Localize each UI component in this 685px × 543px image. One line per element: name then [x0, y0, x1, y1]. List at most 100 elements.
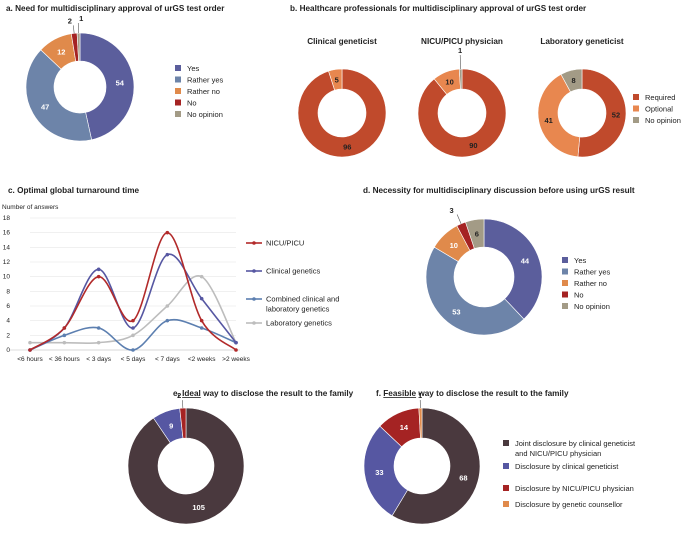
chart-title-emphasis: Ideal: [182, 389, 201, 398]
panel-c-y-tick-6: 12: [3, 259, 11, 266]
panel-c-point-s2-2: [97, 326, 101, 330]
panel-f-data-label-1: 33: [375, 468, 383, 477]
panel-d-legend-swatch-1: [562, 269, 568, 275]
panel-c-legend-label-0-0: NICU/PICU: [266, 239, 304, 248]
panel-c-x-tick-1: < 36 hours: [49, 356, 81, 363]
panel-b-legend-label-2: No opinion: [645, 116, 681, 125]
panel-c-point-s0-4: [166, 231, 170, 235]
panel-e-donut: 105 9 2: [128, 391, 244, 524]
panel-c-point-s3-3: [131, 334, 135, 338]
panel-f-data-label-2: 14: [400, 423, 409, 432]
chart-title-c: c. Optimal global turnaround time: [8, 186, 139, 195]
panel-a-data-label-0: 54: [116, 79, 125, 88]
panel-b-0-data-label-1: 5: [335, 75, 339, 84]
panel-c-legend-marker-3: [252, 321, 256, 325]
panel-c-point-s3-1: [63, 341, 67, 345]
panel-c-point-s0-0: [28, 348, 32, 352]
panel-a-legend-swatch-2: [175, 88, 181, 94]
panel-b-1-data-label-2: 1: [458, 46, 462, 55]
panel-d-data-label-1: 53: [452, 307, 460, 316]
panel-c-point-s1-6: [234, 341, 238, 345]
panel-a-leader-line-3: [73, 25, 74, 33]
panel-b-legend-label-1: Optional: [645, 105, 673, 114]
chart-title-text: way to disclose the result to the family: [417, 389, 569, 398]
panel-c-x-tick-2: < 3 days: [86, 356, 112, 363]
panel-c-y-tick-4: 8: [6, 288, 10, 295]
panel-e-data-label-0: 105: [192, 503, 205, 512]
panel-c-x-tick-5: <2 weeks: [188, 356, 216, 363]
panel-b-legend-swatch-0: [633, 94, 639, 100]
panel-e-data-label-2: 2: [177, 391, 181, 400]
panel-c-y-tick-9: 18: [3, 215, 11, 222]
panel-c-legend-label-1-0: Clinical genetics: [266, 267, 320, 276]
panel-a-data-label-3: 2: [68, 16, 72, 25]
chart-title-text: Optimal global turnaround time: [17, 186, 139, 195]
panel-a-legend-label-2: Rather no: [187, 87, 220, 96]
panel-b-1-donut: 90 10 1: [418, 46, 506, 157]
panel-c-y-tick-5: 10: [3, 274, 11, 281]
panel-a-legend-label-4: No opinion: [187, 110, 223, 119]
panel-f-donut: 68 33 14 1: [364, 391, 480, 524]
panel-c-legend-label-3-0: Laboratory genetics: [266, 319, 332, 328]
panel-d-data-label-3: 3: [449, 206, 453, 215]
panel-f-legend-label-1-0: Disclosure by clinical geneticist: [515, 462, 619, 471]
panel-f-legend-swatch-3: [503, 501, 509, 507]
panel-f-legend-swatch-2: [503, 485, 509, 491]
panel-d-legend-label-0: Yes: [574, 256, 586, 265]
chart-title-f: f. Feasible way to disclose the result t…: [376, 389, 569, 398]
panel-c-x-tick-0: <6 hours: [17, 356, 43, 363]
panel-b-0-data-label-0: 96: [343, 143, 351, 152]
panel-a-data-label-4: 1: [79, 14, 83, 23]
panel-c-x-tick-3: < 5 days: [121, 356, 147, 363]
panel-c-point-s2-5: [200, 326, 204, 330]
panel-a-legend-label-3: No: [187, 99, 197, 108]
panel-a-legend-swatch-1: [175, 77, 181, 83]
chart-title-prefix: f.: [376, 389, 381, 398]
panel-b-2-data-label-2: 8: [572, 76, 576, 85]
chart-title-prefix: a.: [6, 4, 13, 13]
chart-title-prefix: d.: [363, 186, 370, 195]
panel-c-point-s3-2: [97, 341, 101, 345]
chart-title-text: way to disclose the result to the family: [202, 389, 354, 398]
panel-c-point-s0-6: [234, 348, 238, 352]
panel-c-point-s1-4: [166, 253, 170, 257]
panel-c-y-tick-8: 16: [3, 230, 11, 237]
panel-b-1-data-label-1: 10: [445, 77, 453, 86]
panel-f-data-label-3: 1: [418, 391, 422, 400]
chart-title-e: e. Ideal way to disclose the result to t…: [173, 389, 354, 398]
panel-d-legend-label-4: No opinion: [574, 302, 610, 311]
panel-f-legend-swatch-1: [503, 463, 509, 469]
panel-d-legend-label-3: No: [574, 291, 584, 300]
panel-b-1-data-label-0: 90: [469, 141, 477, 150]
panel-b-legend-label-0: Required: [645, 93, 675, 102]
panel-c-y-tick-1: 2: [6, 332, 10, 339]
chart-title-emphasis: Feasible: [383, 389, 416, 398]
panel-c-y-tick-0: 0: [6, 347, 10, 354]
panel-c-point-s1-5: [200, 297, 204, 301]
panel-c-legend-marker-0: [252, 241, 256, 245]
panel-c-point-s0-1: [63, 326, 67, 330]
panel-f-data-label-0: 68: [459, 474, 467, 483]
panel-d-data-label-4: 6: [475, 230, 479, 239]
panel-c-point-s0-5: [200, 319, 204, 323]
panel-c-x-tick-6: >2 weeks: [222, 356, 250, 363]
panel-f-legend-label-3-0: Disclosure by genetic counsellor: [515, 500, 623, 509]
panel-b-subchart-title-2: Laboratory geneticist: [540, 37, 624, 46]
panel-b-subchart-title-0: Clinical geneticist: [307, 37, 377, 46]
panel-c-legend-label-2-0: Combined clinical and: [266, 295, 339, 304]
panel-e-data-label-1: 9: [169, 422, 173, 431]
chart-title-d: d. Necessity for multidisciplinary discu…: [363, 186, 635, 195]
panel-f-legend-label-0-0: Joint disclosure by clinical geneticist: [515, 439, 636, 448]
panel-d-data-label-0: 44: [521, 257, 530, 266]
chart-title-a: a. Need for multidisciplinary approval o…: [6, 4, 225, 13]
panel-a-legend-label-0: Yes: [187, 64, 199, 73]
panel-c-point-s0-2: [97, 275, 101, 279]
panel-c-point-s3-4: [166, 304, 170, 308]
chart-title-prefix: c.: [8, 186, 15, 195]
panel-f-legend-label-2-0: Disclosure by NICU/PICU physician: [515, 484, 634, 493]
panel-c-point-s0-3: [131, 319, 135, 323]
